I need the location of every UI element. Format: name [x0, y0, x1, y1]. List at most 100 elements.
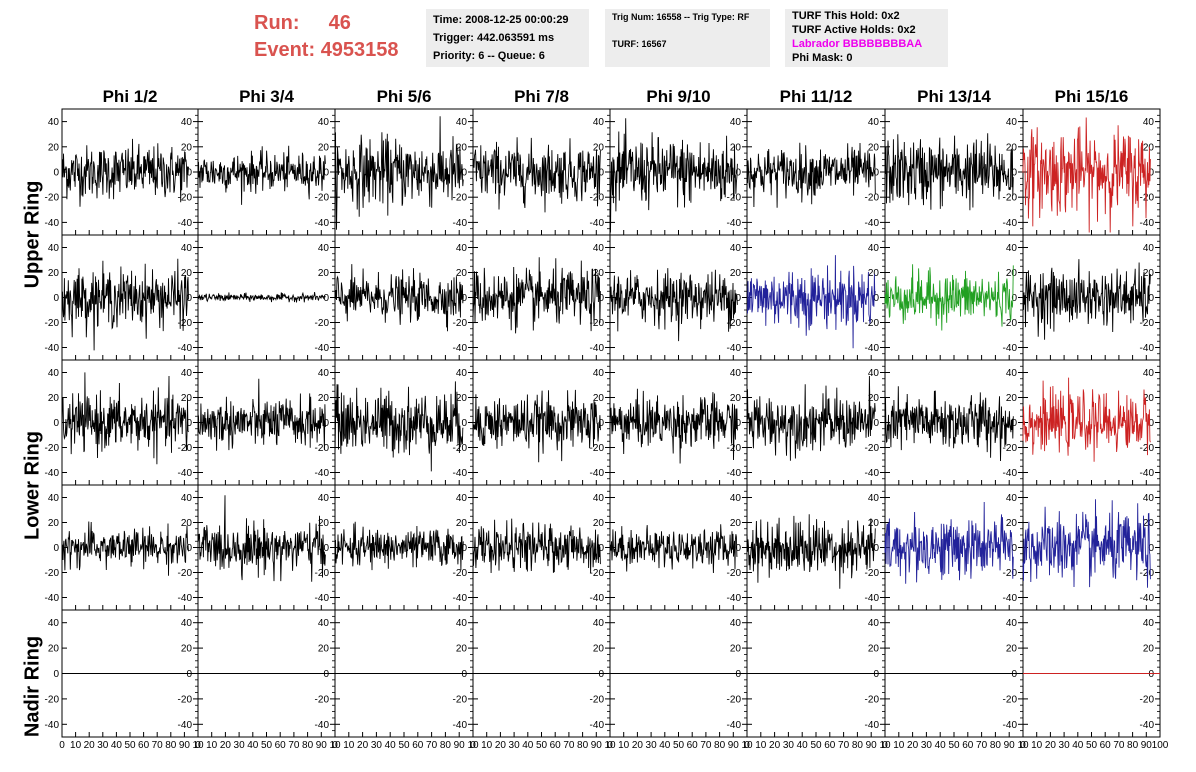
y-tick-label: 40 — [593, 368, 605, 379]
y-tick-label: -40 — [1140, 343, 1155, 354]
x-tick-label: 60 — [824, 740, 836, 751]
y-tick-label: -20 — [590, 318, 605, 329]
y-tick-label: 0 — [186, 418, 192, 429]
y-tick-label: 40 — [1006, 117, 1018, 128]
y-tick-label: 20 — [48, 393, 60, 404]
y-tick-label: -40 — [727, 720, 742, 731]
y-tick-label: 40 — [48, 243, 60, 254]
x-tick-label: 100 — [1152, 740, 1169, 751]
y-tick-label: 40 — [730, 368, 742, 379]
y-tick-label: -40 — [178, 218, 193, 229]
y-tick-label: -40 — [45, 593, 60, 604]
y-tick-label: 40 — [730, 493, 742, 504]
waveform-trace — [1022, 377, 1151, 462]
y-tick-label: 20 — [593, 268, 605, 279]
x-tick-label: 50 — [810, 740, 822, 751]
x-tick-label: 0 — [332, 740, 338, 751]
x-tick-label: 40 — [111, 740, 123, 751]
y-tick-label: -20 — [865, 443, 880, 454]
x-tick-label: 10 — [1031, 740, 1043, 751]
y-tick-label: 20 — [730, 518, 742, 529]
y-tick-label: -20 — [178, 318, 193, 329]
y-tick-label: 20 — [456, 268, 468, 279]
phi-column-title: Phi 5/6 — [376, 87, 432, 106]
y-tick-label: 20 — [318, 142, 330, 153]
x-tick-label: 0 — [195, 740, 201, 751]
y-tick-label: 40 — [1143, 243, 1155, 254]
y-tick-label: -40 — [453, 468, 468, 479]
y-tick-label: -20 — [1140, 318, 1155, 329]
y-tick-label: 40 — [318, 117, 330, 128]
y-tick-label: 20 — [48, 518, 60, 529]
x-tick-label: 10 — [755, 740, 767, 751]
y-tick-label: 20 — [730, 393, 742, 404]
x-tick-label: 10 — [343, 740, 355, 751]
y-tick-label: -40 — [865, 343, 880, 354]
x-tick-label: 30 — [1059, 740, 1071, 751]
y-tick-label: -40 — [590, 468, 605, 479]
y-tick-label: 0 — [1011, 669, 1017, 680]
y-tick-label: -40 — [45, 218, 60, 229]
y-tick-label: 0 — [1011, 293, 1017, 304]
x-tick-label: 90 — [1004, 740, 1016, 751]
y-tick-label: 40 — [456, 117, 468, 128]
waveform-trace — [884, 133, 1014, 211]
x-tick-label: 10 — [1017, 740, 1029, 751]
y-tick-label: 40 — [456, 493, 468, 504]
x-tick-label: 0 — [882, 740, 888, 751]
x-tick-label: 30 — [921, 740, 933, 751]
panel-frame — [472, 359, 611, 486]
y-tick-label: -40 — [1140, 468, 1155, 479]
y-tick-label: 20 — [181, 644, 193, 655]
y-tick-label: 40 — [181, 243, 193, 254]
y-tick-label: -20 — [45, 193, 60, 204]
y-tick-label: 40 — [868, 368, 880, 379]
y-tick-label: -20 — [178, 193, 193, 204]
y-tick-label: 40 — [48, 493, 60, 504]
y-tick-label: 0 — [53, 669, 59, 680]
trig-num-text: Trig Num: 16558 -- Trig Type: RF — [612, 12, 750, 22]
y-tick-label: -20 — [1003, 318, 1018, 329]
y-tick-label: -40 — [45, 720, 60, 731]
y-tick-label: 40 — [1143, 493, 1155, 504]
y-tick-label: 40 — [181, 493, 193, 504]
y-tick-label: 0 — [598, 418, 604, 429]
y-tick-label: -40 — [315, 218, 330, 229]
turf-info-box: TURF This Hold: 0x2 TURF Active Holds: 0… — [785, 9, 948, 67]
y-tick-label: 40 — [1006, 243, 1018, 254]
y-tick-label: -40 — [453, 720, 468, 731]
waveform-panel: -40 -40 -20 -20 0 0 20 20 40 40 — [45, 108, 199, 236]
waveform-trace — [472, 389, 601, 463]
x-tick-label: 40 — [247, 740, 259, 751]
y-tick-label: 20 — [593, 142, 605, 153]
y-tick-label: 0 — [53, 293, 59, 304]
x-tick-label: 20 — [357, 740, 369, 751]
y-tick-label: -20 — [45, 318, 60, 329]
y-tick-label: -40 — [1003, 720, 1018, 731]
x-tick-label: 60 — [962, 740, 974, 751]
x-tick-label: 90 — [454, 740, 466, 751]
y-tick-label: -20 — [1140, 694, 1155, 705]
event-label: Event: — [254, 39, 316, 61]
y-tick-label: 20 — [318, 268, 330, 279]
x-tick-label: 10 — [741, 740, 753, 751]
y-tick-label: 40 — [318, 368, 330, 379]
y-tick-label: 0 — [735, 293, 741, 304]
y-tick-label: -20 — [178, 443, 193, 454]
x-tick-label: 20 — [495, 740, 507, 751]
y-tick-label: -40 — [865, 468, 880, 479]
y-tick-label: 0 — [873, 168, 879, 179]
x-tick-label: 20 — [84, 740, 96, 751]
y-tick-label: 20 — [593, 518, 605, 529]
y-tick-label: -40 — [1140, 720, 1155, 731]
waveform-trace — [609, 268, 738, 342]
y-tick-label: -40 — [1003, 468, 1018, 479]
phi-column-title: Phi 7/8 — [514, 87, 569, 106]
y-tick-label: -40 — [1140, 218, 1155, 229]
